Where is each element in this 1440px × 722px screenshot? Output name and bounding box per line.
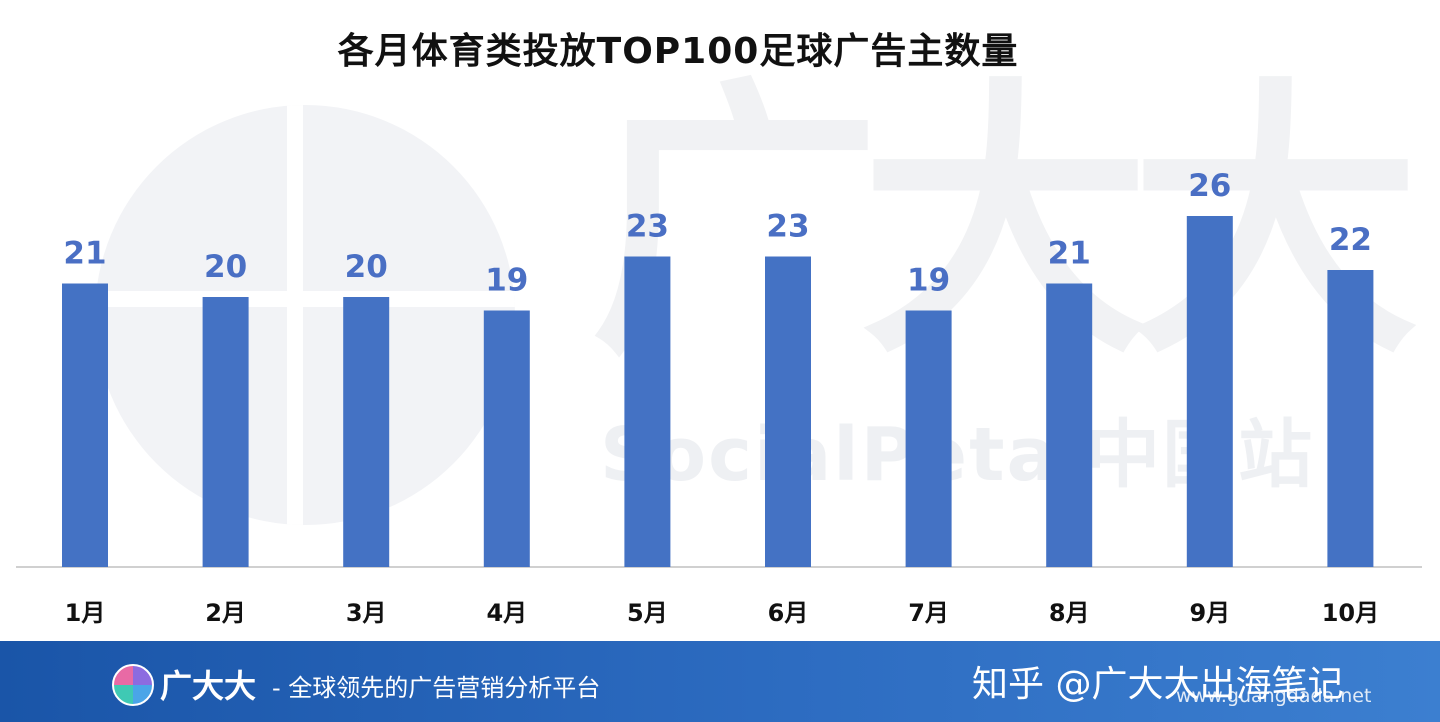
bar	[905, 310, 952, 567]
x-tick-label: 8月	[1049, 599, 1090, 627]
data-label: 23	[766, 209, 809, 245]
data-label: 20	[345, 249, 388, 285]
site-url[interactable]: www.guangdada.net	[1176, 685, 1372, 707]
footer-banner: 广大大 - 全球领先的广告营销分析平台 知乎 @广大大出海笔记 www.guan…	[0, 641, 1440, 722]
bar	[765, 256, 811, 567]
x-tick-label: 5月	[627, 599, 668, 627]
data-label: 23	[626, 209, 669, 245]
bar	[1186, 216, 1233, 567]
bar	[624, 256, 671, 567]
brand-slogan: - 全球领先的广告营销分析平台	[272, 674, 601, 702]
x-tick-label: 10月	[1322, 599, 1379, 627]
x-tick-label: 6月	[768, 599, 809, 627]
bar	[343, 297, 390, 567]
x-tick-label: 1月	[65, 599, 106, 627]
platform-account: 知乎 @广大大出海笔记	[972, 664, 1344, 705]
chart-title: 各月体育类投放TOP100足球广告主数量	[337, 31, 1019, 72]
brand-logo-icon	[112, 664, 154, 706]
x-tick-label: 4月	[486, 599, 527, 627]
x-tick-label: 7月	[908, 599, 949, 627]
data-label: 21	[63, 236, 106, 272]
x-tick-label: 2月	[205, 599, 246, 627]
bar-chart: 21 1月 20 2月 20 3月 19 4月 23 5月 23 6月 19 7月 21 8月 26 9月 22 10…	[16, 168, 1422, 627]
data-label: 22	[1329, 222, 1372, 258]
bar	[1327, 270, 1374, 567]
watermark-logo	[95, 105, 515, 525]
x-tick-label: 3月	[346, 599, 387, 627]
brand-name: 广大大	[160, 667, 257, 705]
bar	[483, 310, 530, 567]
bar	[62, 283, 108, 567]
x-tick-label: 9月	[1189, 599, 1230, 627]
data-label: 21	[1048, 236, 1091, 272]
data-label: 19	[907, 263, 950, 299]
data-label: 19	[485, 263, 528, 299]
bar	[1046, 283, 1093, 567]
watermark-logo-text: 广大大	[590, 56, 1420, 393]
bar	[202, 297, 249, 567]
data-label: 26	[1188, 168, 1231, 204]
data-label: 20	[204, 249, 247, 285]
